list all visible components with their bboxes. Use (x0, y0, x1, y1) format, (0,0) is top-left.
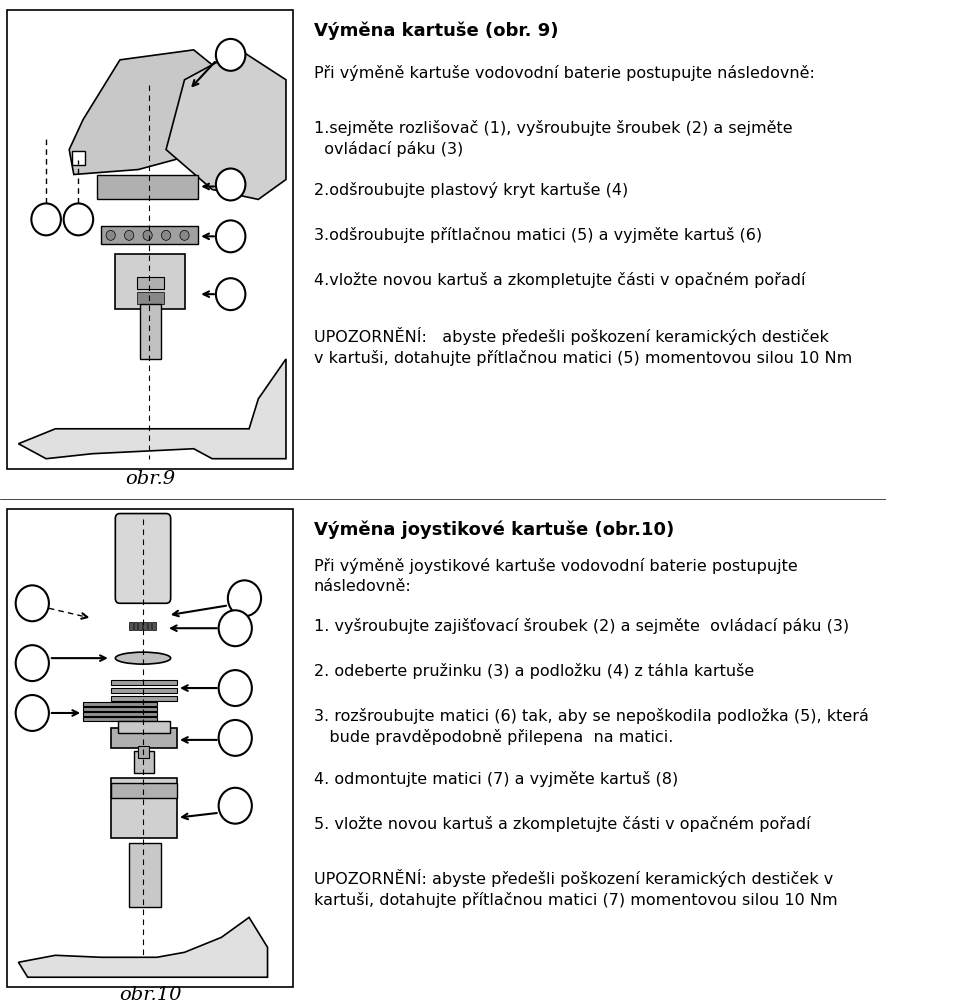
Text: 6: 6 (27, 704, 37, 722)
Circle shape (15, 695, 49, 731)
Circle shape (228, 580, 261, 617)
Bar (130, 623, 132, 630)
Circle shape (15, 645, 49, 681)
Polygon shape (18, 359, 286, 459)
Text: 5: 5 (230, 679, 241, 697)
Text: Při výměně kartuše vodovodní baterie postupujte následovně:: Při výměně kartuše vodovodní baterie pos… (314, 64, 814, 80)
Circle shape (143, 230, 153, 240)
Text: 4.vložte novou kartuš a zkompletujte části v opačném pořadí: 4.vložte novou kartuš a zkompletujte čás… (314, 273, 805, 289)
Text: Výměna joystikové kartuše (obr.10): Výměna joystikové kartuše (obr.10) (314, 520, 674, 539)
Circle shape (216, 39, 246, 70)
Circle shape (216, 220, 246, 253)
Bar (115, 255, 184, 309)
Bar (83, 712, 156, 716)
Bar (102, 226, 199, 244)
Text: obr.10: obr.10 (119, 986, 181, 1004)
Circle shape (180, 230, 189, 240)
Text: 2: 2 (74, 212, 84, 227)
Ellipse shape (115, 652, 171, 664)
Text: 5. vložte novou kartuš a zkompletujte části v opačném pořadí: 5. vložte novou kartuš a zkompletujte čá… (314, 816, 810, 832)
Bar (140, 304, 160, 359)
Text: 4. odmontujte matici (7) a vyjměte kartuš (8): 4. odmontujte matici (7) a vyjměte kartu… (314, 771, 678, 787)
FancyBboxPatch shape (115, 513, 171, 604)
Circle shape (125, 230, 133, 240)
Bar (110, 688, 178, 693)
Text: 3: 3 (226, 47, 235, 62)
Circle shape (63, 203, 93, 235)
Circle shape (219, 611, 252, 646)
Text: 3.odšroubujte přítlačnou matici (5) a vyjměte kartuš (6): 3.odšroubujte přítlačnou matici (5) a vy… (314, 227, 762, 243)
Bar (83, 717, 156, 721)
Text: 5: 5 (226, 228, 235, 243)
Circle shape (216, 279, 246, 310)
Bar (148, 623, 152, 630)
Bar (8, 10, 294, 469)
Circle shape (219, 720, 252, 756)
Bar (110, 728, 178, 747)
Bar (8, 509, 294, 987)
Bar (143, 623, 147, 630)
Bar (133, 623, 137, 630)
Text: 8: 8 (230, 797, 241, 815)
Text: 1: 1 (41, 212, 51, 227)
Bar (118, 721, 170, 733)
Text: 4: 4 (27, 654, 37, 672)
Text: 2.odšroubujte plastový kryt kartuše (4): 2.odšroubujte plastový kryt kartuše (4) (314, 182, 628, 198)
Text: 2. odeberte pružinku (3) a podložku (4) z táhla kartuše: 2. odeberte pružinku (3) a podložku (4) … (314, 663, 754, 679)
Circle shape (32, 203, 60, 235)
Polygon shape (166, 50, 286, 199)
Text: 1: 1 (27, 595, 37, 613)
Circle shape (15, 585, 49, 622)
Bar (110, 696, 178, 701)
Text: Výměna kartuše (obr. 9): Výměna kartuše (obr. 9) (314, 22, 558, 40)
Text: 3. rozšroubujte matici (6) tak, aby se nepoškodila podložka (5), která
   bude p: 3. rozšroubujte matici (6) tak, aby se n… (314, 708, 869, 745)
Text: 3: 3 (230, 620, 241, 637)
Bar (138, 745, 150, 758)
Text: obr.9: obr.9 (126, 470, 176, 488)
Text: 4: 4 (226, 177, 235, 192)
Circle shape (161, 230, 171, 240)
Text: UPOZORNĚNÍ:   abyste předešli poškození keramických destiček
v kartuši, dotahujt: UPOZORNĚNÍ: abyste předešli poškození ke… (314, 327, 852, 366)
Text: Při výměně joystikové kartuše vodovodní baterie postupujte
následovně:: Při výměně joystikové kartuše vodovodní … (314, 558, 798, 594)
Text: 1.sejměte rozlišovač (1), vyšroubujte šroubek (2) a sejměte
  ovládací páku (3): 1.sejměte rozlišovač (1), vyšroubujte šr… (314, 120, 792, 157)
Bar (153, 623, 156, 630)
Text: 7: 7 (229, 729, 241, 746)
Bar (97, 174, 199, 199)
Bar (136, 278, 164, 289)
Bar (110, 783, 178, 798)
Bar (138, 623, 142, 630)
Bar (72, 151, 84, 165)
Polygon shape (69, 50, 230, 174)
Text: 1. vyšroubujte zajišťovací šroubek (2) a sejměte  ovládací páku (3): 1. vyšroubujte zajišťovací šroubek (2) a… (314, 619, 849, 634)
Text: 6: 6 (226, 287, 235, 302)
Circle shape (219, 788, 252, 824)
Bar (136, 292, 164, 304)
Text: 2: 2 (239, 590, 250, 608)
Bar (130, 843, 161, 907)
Bar (110, 680, 178, 685)
Circle shape (219, 670, 252, 706)
Bar (133, 750, 154, 773)
Bar (83, 702, 156, 706)
Text: UPOZORNĚNÍ: abyste předešli poškození keramických destiček v
kartuši, dotahujte : UPOZORNĚNÍ: abyste předešli poškození ke… (314, 868, 837, 907)
Circle shape (107, 230, 115, 240)
Bar (110, 778, 178, 838)
Circle shape (216, 169, 246, 200)
Polygon shape (18, 917, 268, 977)
Bar (83, 707, 156, 711)
